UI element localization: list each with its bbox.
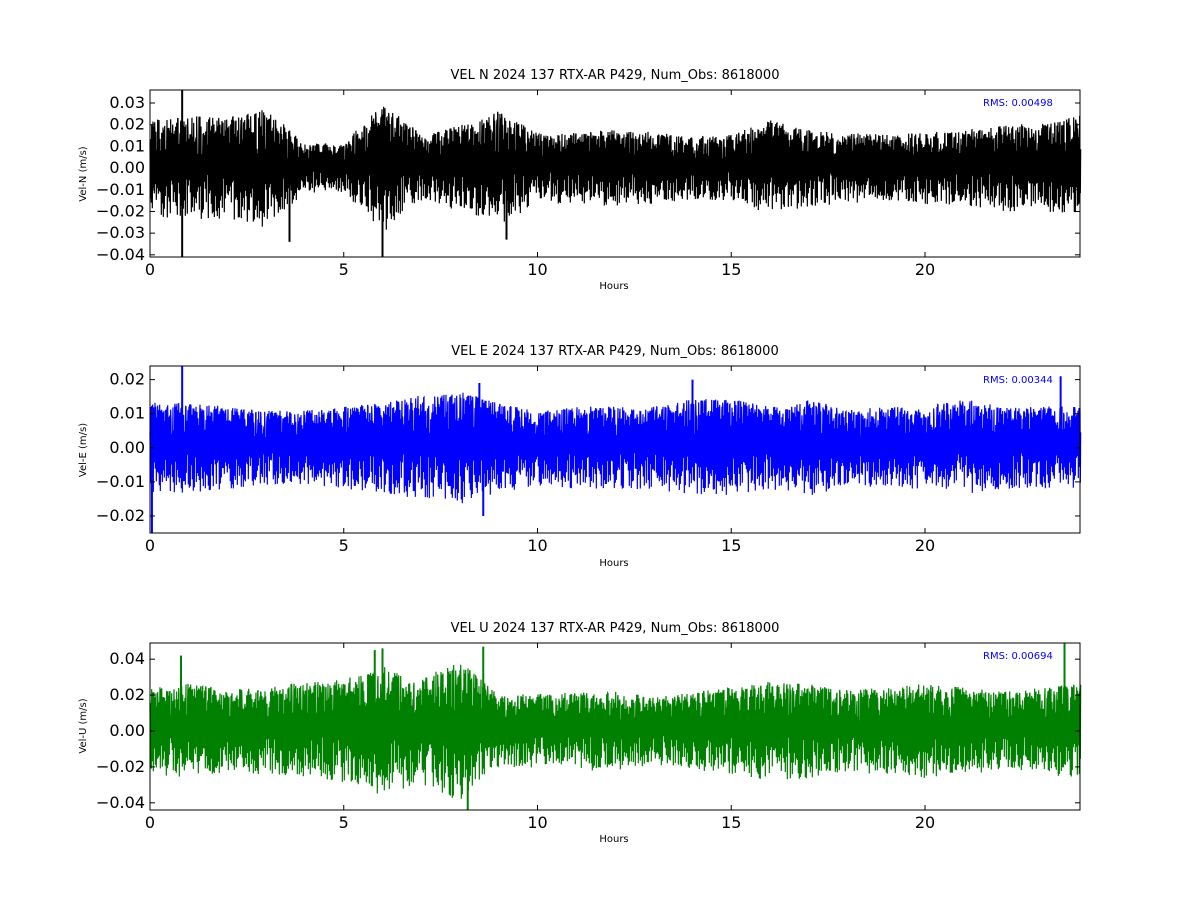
y-tick-label: 0.02 xyxy=(109,370,145,389)
plot-frame-n xyxy=(149,89,1081,258)
x-tick-label: 15 xyxy=(721,536,741,555)
x-tick-label: 5 xyxy=(339,260,349,279)
x-tick-label: 15 xyxy=(721,813,741,832)
y-tick-label: −0.01 xyxy=(96,472,145,491)
y-axis-n: −0.04 −0.03 −0.02 −0.01 0.00 0.01 0.02 0.03 xyxy=(96,93,1080,264)
plot-frame-u xyxy=(149,642,1081,811)
y-tick-label: 0.00 xyxy=(109,721,145,740)
x-axis-e: 0 5 10 15 20 xyxy=(145,366,935,555)
x-tick-label: 10 xyxy=(527,260,547,279)
series-trace xyxy=(149,392,1082,504)
trace-vel-n xyxy=(149,106,1082,230)
y-tick-label: 0.00 xyxy=(109,438,145,457)
rms-annotation-n: RMS: 0.00498 xyxy=(983,98,1053,109)
x-tick-label: 5 xyxy=(339,813,349,832)
spikes-vel-e xyxy=(150,366,1062,533)
y-tick-label: 0.01 xyxy=(109,404,145,423)
x-axis-label-u: Hours xyxy=(599,834,628,845)
spikes-vel-u xyxy=(180,643,1066,810)
spikes-vel-n xyxy=(181,90,508,257)
chart-title-n: VEL N 2024 137 RTX-AR P429, Num_Obs: 861… xyxy=(451,68,780,83)
y-tick-label: −0.02 xyxy=(96,757,145,776)
plot-frame-e xyxy=(149,365,1081,534)
panel-vel-e: VEL E 2024 137 RTX-AR P429, Num_Obs: 861… xyxy=(78,344,1082,569)
series-trace xyxy=(149,664,1082,799)
y-axis-e: −0.02 −0.01 0.00 0.01 0.02 xyxy=(96,370,1080,525)
rms-annotation-u: RMS: 0.00694 xyxy=(983,651,1053,662)
x-tick-label: 0 xyxy=(145,260,155,279)
y-tick-label: −0.02 xyxy=(96,506,145,525)
chart-title-e: VEL E 2024 137 RTX-AR P429, Num_Obs: 861… xyxy=(451,344,778,359)
x-tick-label: 20 xyxy=(915,813,935,832)
x-tick-label: 20 xyxy=(915,260,935,279)
y-tick-label: 0.03 xyxy=(109,93,145,112)
y-tick-label: −0.02 xyxy=(96,201,145,220)
y-tick-label: 0.01 xyxy=(109,136,145,155)
y-tick-label: 0.00 xyxy=(109,158,145,177)
x-tick-label: 0 xyxy=(145,536,155,555)
chart-title-u: VEL U 2024 137 RTX-AR P429, Num_Obs: 861… xyxy=(451,621,780,636)
trace-vel-u xyxy=(149,664,1082,799)
panel-vel-u: VEL U 2024 137 RTX-AR P429, Num_Obs: 861… xyxy=(78,621,1082,845)
y-axis-u: −0.04 −0.02 0.00 0.02 0.04 xyxy=(96,649,1080,812)
x-tick-label: 10 xyxy=(527,813,547,832)
x-tick-label: 5 xyxy=(339,536,349,555)
series-trace xyxy=(149,106,1082,230)
x-tick-label: 10 xyxy=(527,536,547,555)
panel-vel-n: VEL N 2024 137 RTX-AR P429, Num_Obs: 861… xyxy=(78,68,1082,292)
rms-annotation-e: RMS: 0.00344 xyxy=(983,375,1053,386)
x-axis-u: 0 5 10 15 20 xyxy=(145,643,935,832)
y-tick-label: −0.03 xyxy=(96,223,145,242)
y-axis-label-n: Vel-N (m/s) xyxy=(78,146,89,201)
y-tick-label: 0.02 xyxy=(109,685,145,704)
y-tick-label: −0.01 xyxy=(96,180,145,199)
y-tick-label: −0.04 xyxy=(96,245,145,264)
trace-vel-e xyxy=(149,392,1082,504)
y-tick-label: 0.04 xyxy=(109,649,145,668)
x-tick-label: 20 xyxy=(915,536,935,555)
x-tick-label: 15 xyxy=(721,260,741,279)
x-axis-label-e: Hours xyxy=(599,558,628,569)
x-tick-label: 0 xyxy=(145,813,155,832)
y-axis-label-u: Vel-U (m/s) xyxy=(78,698,89,753)
y-tick-label: 0.02 xyxy=(109,115,145,134)
y-tick-label: −0.04 xyxy=(96,793,145,812)
y-axis-label-e: Vel-E (m/s) xyxy=(78,423,89,477)
x-axis-label-n: Hours xyxy=(599,281,628,292)
